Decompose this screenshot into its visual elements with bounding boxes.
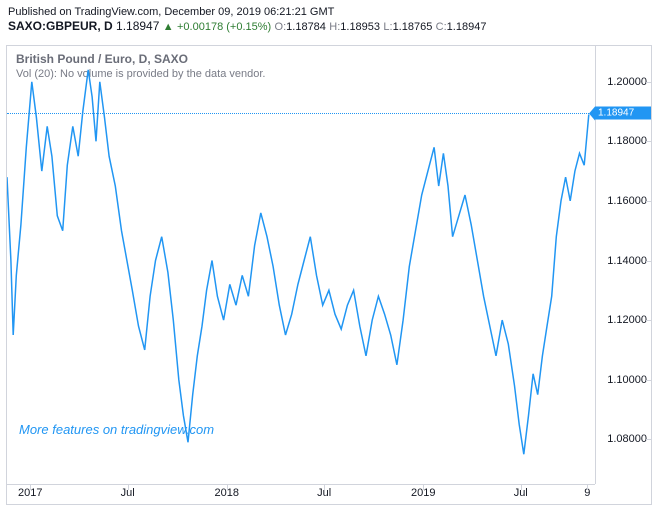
- arrow-up-icon: ▲: [163, 21, 174, 33]
- x-tick-mark: [423, 485, 424, 490]
- y-tick-label: 1.08000: [607, 433, 647, 445]
- x-tick-mark: [227, 485, 228, 490]
- published-site[interactable]: TradingView.com: [74, 6, 158, 18]
- published-prefix: Published on: [8, 6, 74, 18]
- more-features-link[interactable]: More features on tradingview.com: [19, 422, 214, 437]
- close-value: 1.18947: [447, 21, 487, 33]
- y-tick-mark: [646, 141, 651, 142]
- y-tick-label: 1.20000: [607, 76, 647, 88]
- last-price: 1.18947: [116, 19, 159, 33]
- chart-container[interactable]: British Pound / Euro, D, SAXO Vol (20): …: [6, 45, 652, 505]
- y-tick-label: 1.12000: [607, 314, 647, 326]
- x-tick-mark: [324, 485, 325, 490]
- y-tick-mark: [646, 320, 651, 321]
- price-change: +0.00178 (+0.15%): [177, 21, 271, 33]
- price-line-svg: [7, 46, 595, 484]
- open-value: 1.18784: [286, 21, 326, 33]
- close-label: C:: [436, 21, 447, 33]
- published-line: Published on TradingView.com, December 0…: [8, 6, 650, 18]
- y-tick-label: 1.14000: [607, 255, 647, 267]
- y-axis[interactable]: 1.08000 1.10000 1.12000 1.14000 1.16000 1.180…: [595, 46, 651, 484]
- chart-header: Published on TradingView.com, December 0…: [0, 0, 658, 35]
- y-tick-label: 1.18000: [607, 135, 647, 147]
- price-line-path: [7, 70, 589, 454]
- y-tick-mark: [646, 380, 651, 381]
- y-tick-mark: [646, 439, 651, 440]
- published-date: , December 09, 2019 06:21:21 GMT: [158, 6, 334, 18]
- open-label: O:: [275, 21, 287, 33]
- x-tick-mark: [30, 485, 31, 490]
- y-tick-mark: [646, 201, 651, 202]
- chart-plot-area[interactable]: [7, 46, 595, 484]
- low-label: L:: [383, 21, 392, 33]
- x-tick-mark: [587, 485, 588, 490]
- x-axis[interactable]: 2017Jul2018Jul2019Jul9: [7, 484, 595, 504]
- x-tick-mark: [521, 485, 522, 490]
- current-price-flag: 1.18947: [595, 107, 651, 120]
- y-tick-mark: [646, 82, 651, 83]
- high-label: H:: [329, 21, 340, 33]
- y-tick-mark: [646, 261, 651, 262]
- ticker-line: SAXO:GBPEUR, D 1.18947 ▲ +0.00178 (+0.15…: [8, 19, 650, 33]
- current-price-line: [7, 113, 595, 114]
- y-tick-label: 1.16000: [607, 195, 647, 207]
- low-value: 1.18765: [393, 21, 433, 33]
- x-tick-mark: [128, 485, 129, 490]
- y-tick-label: 1.10000: [607, 374, 647, 386]
- symbol-name[interactable]: SAXO:GBPEUR, D: [8, 19, 113, 33]
- high-value: 1.18953: [340, 21, 380, 33]
